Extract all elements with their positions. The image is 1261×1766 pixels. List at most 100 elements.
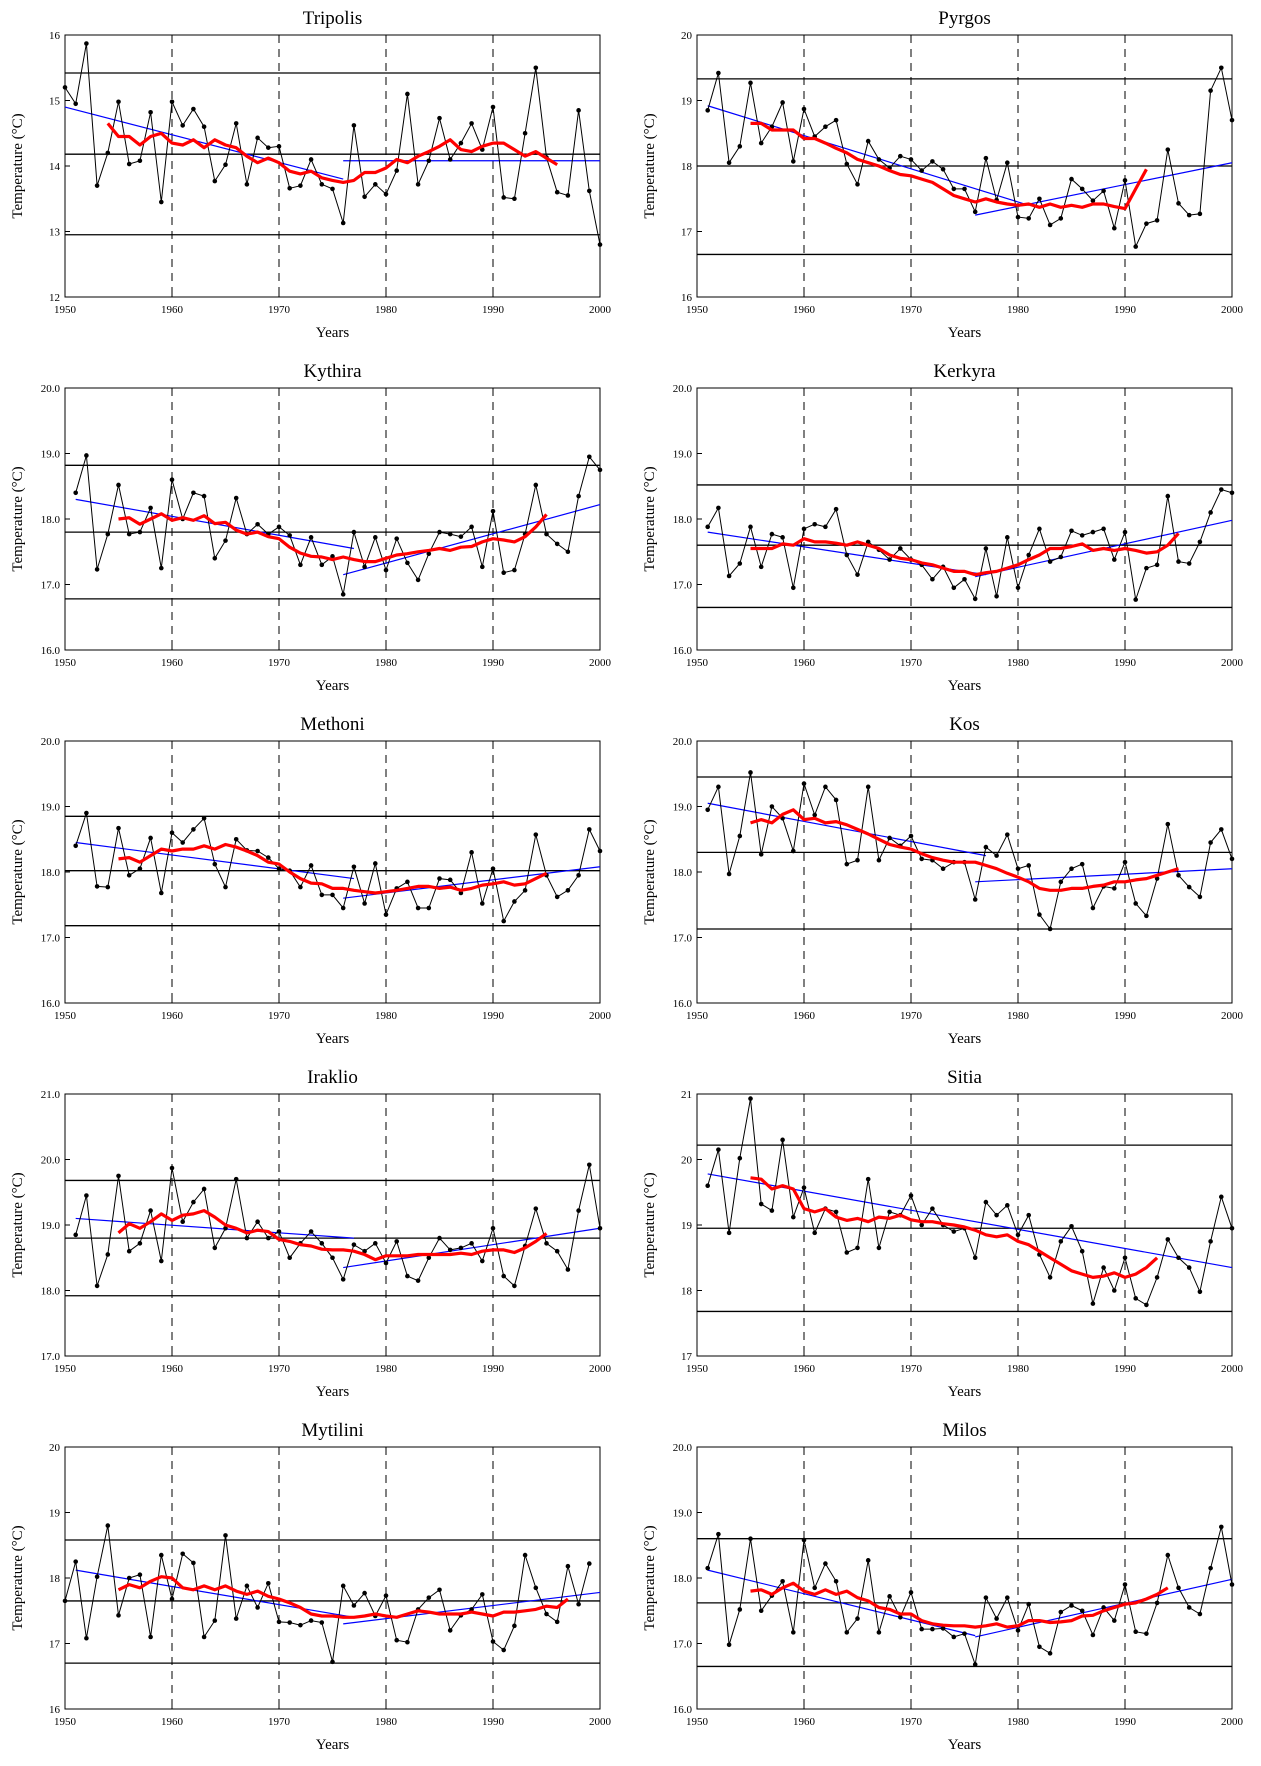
observed-point	[1047, 559, 1053, 564]
observed-point	[801, 1185, 807, 1190]
observed-point	[1047, 222, 1053, 228]
trend-line	[707, 105, 1029, 206]
x-tick-label: 1960	[161, 1363, 184, 1375]
observed-point	[533, 832, 539, 837]
observed-point	[1058, 1239, 1064, 1244]
y-tick-label: 19	[681, 1220, 693, 1232]
x-tick-label: 1950	[54, 304, 77, 316]
observed-point	[1090, 905, 1096, 911]
observed-point	[1144, 913, 1149, 919]
observed-point	[1122, 1582, 1128, 1587]
plot-frame	[696, 740, 1233, 1004]
x-tick-label: 1980	[375, 657, 398, 669]
observed-point	[951, 1634, 957, 1640]
observed-point	[212, 556, 218, 561]
observed-point	[340, 1583, 346, 1589]
x-tick-label: 1950	[686, 1716, 709, 1728]
observed-point	[447, 1247, 453, 1253]
x-tick-label: 1990	[482, 1010, 505, 1022]
observed-point	[737, 144, 743, 149]
observed-point	[1219, 65, 1224, 71]
observed-series-line	[707, 772, 1233, 931]
observed-point	[1005, 535, 1010, 540]
observed-point	[1165, 147, 1171, 152]
y-tick-label: 20	[49, 1442, 61, 1454]
observed-point	[1122, 1255, 1128, 1261]
y-tick-label: 16	[49, 1704, 61, 1716]
observed-point	[405, 560, 410, 566]
observed-point	[1069, 176, 1074, 182]
y-tick-label: 20.0	[673, 383, 693, 395]
observed-point	[533, 1206, 539, 1211]
observed-point	[833, 1578, 839, 1584]
observed-point	[458, 534, 464, 539]
observed-point	[1112, 225, 1117, 231]
observed-point	[855, 1245, 860, 1251]
observed-point	[169, 477, 175, 482]
observed-point	[469, 1607, 474, 1612]
observed-point	[223, 1225, 228, 1231]
observed-point	[244, 1235, 250, 1241]
observed-point	[780, 100, 785, 105]
y-tick-label: 16.0	[673, 645, 693, 657]
x-tick-label: 2000	[589, 1716, 612, 1728]
observed-point	[908, 157, 914, 162]
observed-point	[169, 99, 175, 105]
x-tick-label: 1960	[793, 1363, 816, 1375]
observed-point	[983, 1595, 989, 1600]
observed-point	[512, 196, 517, 202]
y-tick-label: 21	[681, 1089, 692, 1101]
observed-point	[1026, 216, 1031, 221]
x-tick-label: 1950	[54, 1363, 77, 1375]
y-tick-label: 18.0	[673, 867, 693, 879]
y-axis-label: Temperature (°C)	[642, 466, 658, 571]
smoothed-series-line	[750, 121, 1148, 211]
observed-point	[1079, 861, 1085, 867]
chart-panel-iraklio: Iraklio 17.0 18.0 19.0 20.0 21.0 1950 1960 1970 1…	[0, 1059, 630, 1412]
observed-point	[823, 1561, 828, 1566]
observed-point	[1112, 1618, 1117, 1623]
observed-point	[823, 524, 828, 530]
observed-point	[84, 1635, 89, 1641]
observed-point	[415, 182, 421, 187]
observed-point	[212, 1618, 218, 1623]
observed-point	[758, 852, 764, 857]
observed-point	[1037, 526, 1042, 532]
observed-point	[791, 585, 796, 591]
observed-point	[705, 108, 710, 113]
chart-panel-methoni: Methoni 16.0 17.0 18.0 19.0 20.0 1950 1960 1970 1…	[0, 706, 630, 1059]
x-tick-label: 1990	[482, 1363, 505, 1375]
x-tick-label: 1990	[1114, 657, 1137, 669]
observed-point	[737, 1607, 743, 1612]
observed-point	[362, 194, 367, 200]
y-tick-label: 18.0	[41, 867, 61, 879]
observed-point	[1186, 1265, 1192, 1270]
observed-point	[833, 1209, 839, 1215]
observed-point	[1165, 821, 1171, 827]
observed-point	[469, 524, 474, 530]
observed-point	[855, 857, 860, 863]
observed-point	[716, 505, 721, 511]
plot-frame	[64, 740, 601, 1004]
observed-point	[223, 884, 228, 890]
observed-point	[791, 1214, 796, 1220]
observed-point	[1112, 1288, 1117, 1293]
observed-point	[1197, 211, 1203, 217]
observed-point	[405, 1273, 410, 1279]
observed-point	[1219, 1194, 1224, 1200]
observed-point	[287, 185, 293, 191]
observed-point	[458, 890, 464, 896]
observed-point	[576, 1208, 581, 1213]
observed-point	[469, 121, 474, 126]
observed-point	[801, 781, 807, 786]
observed-point	[1005, 1595, 1010, 1600]
observed-point	[597, 467, 603, 473]
observed-point	[887, 557, 892, 562]
observed-point	[1219, 827, 1224, 832]
y-tick-label: 19	[681, 96, 693, 108]
observed-point	[1133, 1629, 1138, 1635]
y-tick-label: 17.0	[673, 580, 693, 592]
x-tick-label: 1960	[793, 1010, 816, 1022]
observed-point	[576, 1601, 581, 1607]
